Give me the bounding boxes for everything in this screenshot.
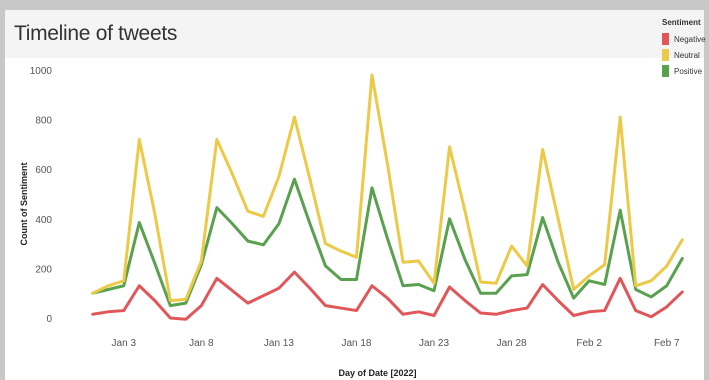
legend-item-negative[interactable]: Negative [662, 31, 706, 47]
y-tick-label: 200 [35, 264, 52, 275]
x-tick-label: Feb 7 [654, 338, 680, 349]
y-axis-title: Count of Sentiment [19, 163, 29, 246]
y-tick-label: 1000 [30, 66, 53, 77]
x-tick-label: Feb 2 [576, 338, 602, 349]
y-tick-label: 800 [35, 116, 52, 127]
x-tick-label: Jan 8 [189, 338, 214, 349]
x-tick-label: Jan 23 [419, 338, 449, 349]
legend-label-negative: Negative [674, 34, 706, 44]
series-line-negative [91, 270, 684, 321]
series-line-neutral [91, 73, 684, 303]
legend-swatch-negative [662, 33, 669, 45]
legend-swatch-neutral [662, 49, 669, 61]
legend-item-neutral[interactable]: Neutral [662, 47, 706, 63]
x-tick-label: Jan 28 [497, 338, 527, 349]
header-band [5, 10, 704, 58]
chart-title: Timeline of tweets [14, 22, 178, 45]
x-tick-label: Jan 3 [112, 338, 137, 349]
legend-label-positive: Positive [674, 66, 703, 76]
y-tick-label: 600 [35, 165, 52, 176]
y-tick-label: 0 [46, 314, 52, 325]
x-tick-label: Jan 13 [264, 338, 294, 349]
x-tick-label: Jan 18 [341, 338, 371, 349]
legend-label-neutral: Neutral [674, 50, 700, 60]
y-tick-label: 400 [35, 215, 52, 226]
legend-swatch-positive [662, 65, 669, 77]
series-line-positive [91, 177, 684, 308]
legend-item-positive[interactable]: Positive [662, 63, 706, 79]
x-axis-title: Day of Date [2022] [338, 368, 416, 378]
legend: Sentiment Negative Neutral Positive [662, 18, 706, 79]
legend-title: Sentiment [662, 18, 701, 27]
